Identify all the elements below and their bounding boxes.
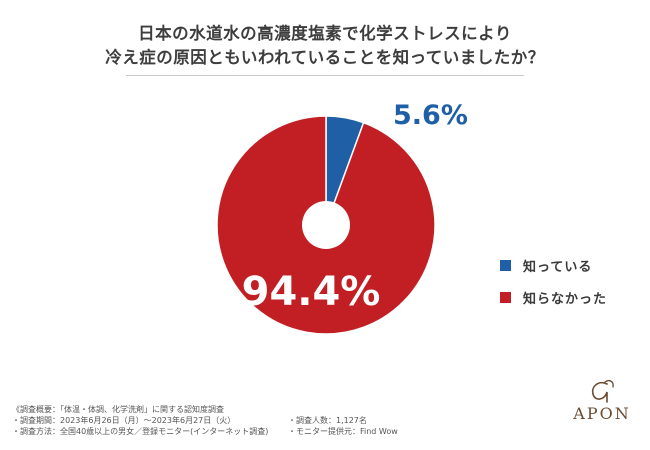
brand-name: APON (573, 404, 631, 423)
title-underline (126, 75, 524, 76)
survey-period: ・調査期間：2023年6月26日（月）～2023年6月27日（火） (12, 416, 236, 425)
survey-provider: ・モニター提供元：Find Wow (288, 427, 398, 436)
chart-title-line-2: 冷え症の原因ともいわれていることを知っていましたか？ (105, 48, 545, 67)
data-label-unknown: 94.4% (242, 269, 381, 315)
survey-notes-right: ・調査人数：1,127名 ・モニター提供元：Find Wow (288, 415, 398, 437)
brand-logo: APON (565, 378, 639, 423)
chart-title-line-1: 日本の水道水の高濃度塩素で化学ストレスにより (138, 24, 512, 43)
legend-label-unknown: 知らなかった (523, 291, 608, 307)
survey-count: ・調査人数：1,127名 (288, 416, 367, 425)
survey-summary: 《調査概要：「体温・体調、化学洗剤」に関する認知度調査 (12, 405, 224, 414)
legend: 知っている 知らなかった (500, 254, 607, 318)
survey-method: ・調査方法：全国40歳以上の男女／登録モニター(インターネット調査) (12, 427, 269, 436)
legend-swatch-known (500, 259, 511, 271)
chart-title: 日本の水道水の高濃度塩素で化学ストレスにより 冷え症の原因ともいわれていることを… (0, 22, 650, 70)
legend-swatch-unknown (500, 291, 511, 303)
legend-label-known: 知っている (523, 259, 593, 275)
brand-mark-icon (591, 380, 614, 403)
legend-item-known: 知っている (500, 254, 607, 276)
survey-notes: 《調査概要：「体温・体調、化学洗剤」に関する認知度調査 ・調査期間：2023年6… (12, 404, 268, 437)
legend-item-unknown: 知らなかった (500, 286, 607, 308)
data-label-known: 5.6% (393, 100, 468, 131)
donut-hole (302, 201, 350, 249)
